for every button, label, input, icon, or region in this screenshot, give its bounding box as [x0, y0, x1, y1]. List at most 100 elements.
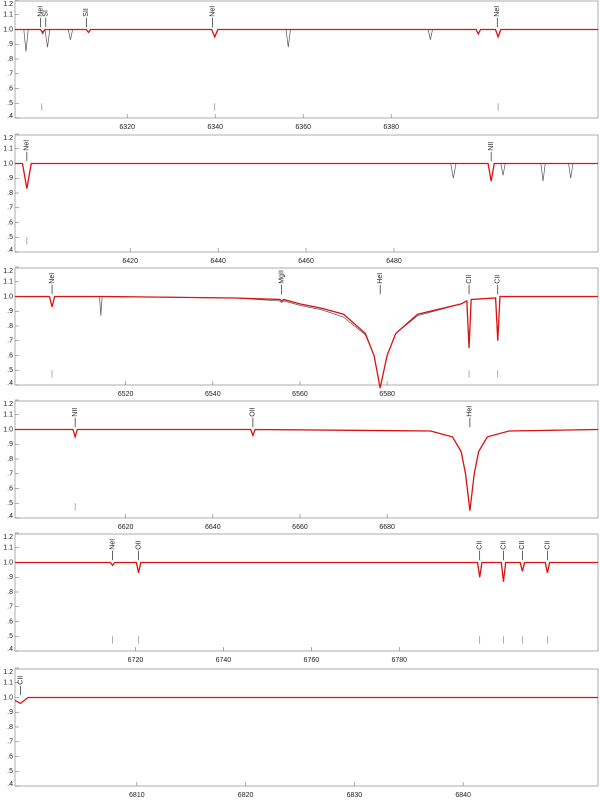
line-label: NII	[72, 408, 79, 417]
y-tick-label: .9	[7, 574, 13, 581]
y-tick-label: .4	[7, 646, 13, 653]
panel: .4 .5 .6 .7 .8 .9 1.0 1.1 1.2 6810 6820 6830 6840 CII	[3, 667, 599, 799]
line-label: NeI	[49, 273, 56, 284]
spectrum-line	[15, 562, 598, 582]
y-tick-label: .8	[7, 724, 13, 731]
line-label: NII	[488, 142, 495, 151]
y-tick-label: .8	[7, 190, 13, 197]
y-tick-label: 1.2	[3, 669, 13, 676]
panel: .4 .5 .6 .7 .8 .9 1.0 1.1 1.2 6320 6340 6360 6380 NeI…	[3, 0, 599, 131]
x-tick-label: 6440	[210, 258, 226, 265]
plot-frame	[14, 668, 599, 787]
x-tick-label: 6680	[379, 524, 395, 531]
y-tick-label: .7	[7, 71, 13, 78]
plot-frame	[14, 134, 599, 253]
y-tick-label: .5	[7, 100, 13, 107]
y-tick-label: 1.0	[3, 160, 13, 167]
x-tick-label: 6840	[455, 792, 471, 799]
plot-frame	[14, 533, 599, 652]
y-tick-label: 1.1	[3, 279, 13, 286]
spectrum-line	[15, 28, 598, 39]
y-tick-label: .4	[7, 513, 13, 520]
y-tick-label: 1.0	[3, 26, 13, 33]
y-tick-label: 1.1	[3, 146, 13, 153]
line-label: NeI	[209, 6, 216, 17]
line-label: OII	[135, 540, 142, 549]
panel: .4 .5 .6 .7 .8 .9 1.0 1.1 1.2 6420 6440 6460 6480 NeI…	[3, 133, 599, 265]
y-tick-label: .4	[7, 380, 13, 387]
spectrum-line	[15, 163, 598, 189]
line-label: NeI	[494, 6, 501, 17]
line-label: NeI	[24, 140, 31, 151]
y-tick-label: .9	[7, 441, 13, 448]
x-tick-label: 6780	[391, 657, 407, 664]
y-tick-label: .7	[7, 739, 13, 746]
y-tick-label: .8	[7, 323, 13, 330]
line-label: CII	[495, 275, 502, 284]
line-label: SI	[43, 10, 50, 17]
x-tick-label: 6360	[295, 124, 311, 131]
x-tick-label: 6460	[298, 258, 314, 265]
line-label: MgII	[279, 270, 286, 284]
spectrum-line	[15, 561, 598, 582]
y-tick-label: .8	[7, 56, 13, 63]
line-label: CII	[466, 275, 473, 284]
line-label: SII	[83, 8, 90, 17]
y-tick-label: .6	[7, 618, 13, 625]
x-tick-label: 6760	[304, 657, 320, 664]
line-label: CII	[544, 541, 551, 550]
x-tick-label: 6740	[216, 657, 232, 664]
x-tick-label: 6320	[119, 124, 135, 131]
x-tick-label: 6810	[129, 792, 145, 799]
y-tick-label: .9	[7, 175, 13, 182]
y-tick-label: .5	[7, 500, 13, 507]
x-tick-label: 6580	[379, 391, 395, 398]
y-tick-label: .7	[7, 604, 13, 611]
line-label: NeI	[109, 539, 116, 550]
line-label: NeI	[37, 6, 44, 17]
y-tick-label: 1.0	[3, 559, 13, 566]
plot-frame	[14, 400, 599, 519]
y-tick-label: .6	[7, 485, 13, 492]
line-label: HeI	[467, 406, 474, 417]
spectrum-line	[14, 696, 598, 705]
line-label: CII	[17, 676, 24, 685]
line-label: OII	[250, 407, 257, 416]
panel: .4 .5 .6 .7 .8 .9 1.0 1.1 1.2 6620 6640 6660 6680 NII…	[3, 399, 599, 531]
spectrum-line	[15, 429, 599, 511]
y-tick-label: .6	[7, 85, 13, 92]
spectrum-line	[15, 295, 598, 389]
panel: .4 .5 .6 .7 .8 .9 1.0 1.1 1.2 6520 6540 6560 6580 NeI…	[3, 266, 599, 398]
x-tick-label: 6540	[205, 391, 221, 398]
y-tick-label: 1.2	[3, 534, 13, 541]
y-tick-label: 1.2	[3, 268, 13, 275]
spectrum-line	[15, 428, 599, 511]
x-tick-label: 6830	[347, 792, 363, 799]
x-tick-label: 6660	[292, 524, 308, 531]
y-tick-label: .5	[7, 633, 13, 640]
x-tick-label: 6720	[128, 657, 144, 664]
y-tick-label: 1.0	[3, 293, 13, 300]
x-tick-label: 6420	[122, 258, 138, 265]
line-label: CII	[500, 541, 507, 550]
spectrum-line	[14, 697, 598, 704]
x-tick-label: 6640	[205, 524, 221, 531]
y-tick-label: .7	[7, 338, 13, 345]
spectrum-line	[15, 28, 598, 52]
y-tick-label: 1.1	[3, 545, 13, 552]
y-tick-label: 1.2	[3, 135, 13, 142]
y-tick-label: .5	[7, 768, 13, 775]
y-tick-label: 1.1	[3, 412, 13, 419]
y-tick-label: .9	[7, 308, 13, 315]
spectrum-line	[15, 296, 598, 389]
x-tick-label: 6340	[207, 124, 223, 131]
y-tick-label: 1.0	[3, 694, 13, 701]
y-tick-label: .9	[7, 709, 13, 716]
line-label: HeI	[377, 273, 384, 284]
y-tick-label: .8	[7, 456, 13, 463]
y-tick-label: .7	[7, 471, 13, 478]
y-tick-label: .4	[7, 781, 13, 788]
y-tick-label: 1.0	[3, 426, 13, 433]
y-tick-label: 1.2	[3, 401, 13, 408]
